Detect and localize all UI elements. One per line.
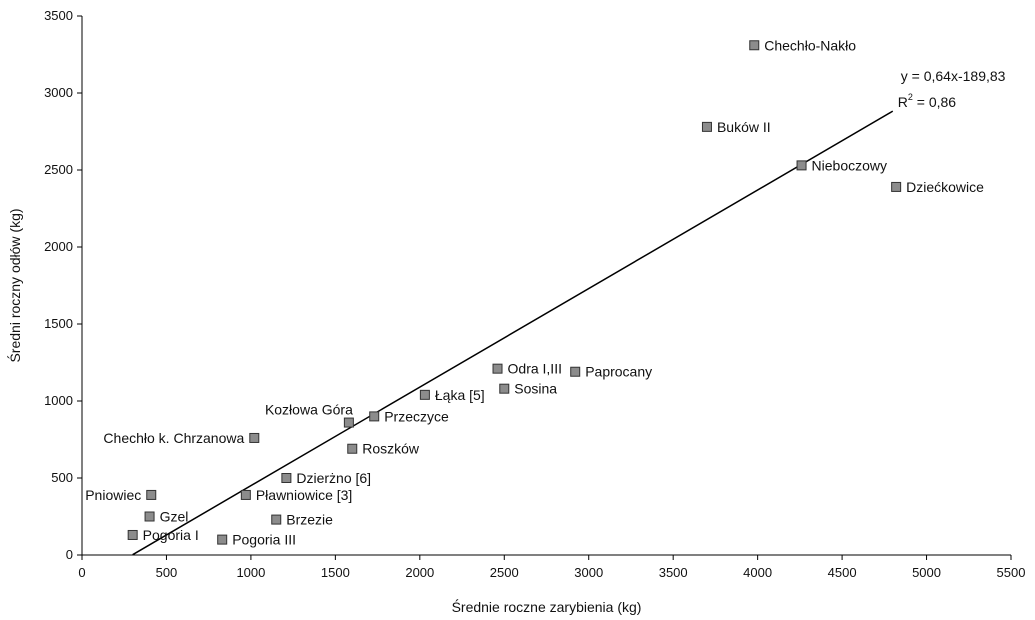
trendline [132, 110, 894, 556]
x-tick-label: 1000 [236, 565, 265, 580]
x-tick-label: 4000 [743, 565, 772, 580]
y-tick-label: 3500 [44, 8, 73, 23]
data-point-marker [249, 432, 260, 443]
x-tick-label: 2000 [405, 565, 434, 580]
data-point-marker [369, 411, 380, 422]
data-point-marker [499, 383, 510, 394]
x-tick-label: 5500 [997, 565, 1026, 580]
axes: 0 500 1000 1500 2000 2500 3000 3500 0 500 1000 1500… [44, 8, 1025, 580]
data-points: Chechło-Nakło Buków II Nieboczowy Dziećkowi… [85, 37, 984, 547]
data-point-marker [749, 40, 760, 51]
r-squared-label: R2 = 0,86 [898, 92, 957, 110]
y-tick-label: 500 [51, 470, 73, 485]
data-point-marker [343, 417, 354, 428]
x-tick-label: 500 [156, 565, 178, 580]
x-axis-title: Średnie roczne zarybienia (kg) [452, 598, 642, 615]
data-point-marker [701, 121, 712, 132]
data-point-label: Buków II [717, 119, 771, 135]
data-point-marker [492, 363, 503, 374]
r-squared-value: = 0,86 [913, 94, 956, 110]
y-tick-label: 2500 [44, 162, 73, 177]
data-point-label: Łąka [5] [435, 387, 485, 403]
data-point-marker [281, 473, 292, 483]
data-point-label: Sosina [514, 381, 557, 397]
data-point-marker [347, 443, 358, 454]
data-point-marker [127, 529, 138, 540]
data-point-label: Chechło-Nakło [764, 37, 856, 53]
data-point-label: Przeczyce [384, 408, 449, 424]
x-tick-label: 3500 [659, 565, 688, 580]
data-point-marker [796, 160, 807, 171]
x-tick-label: 0 [78, 565, 85, 580]
x-tick-label: 1500 [321, 565, 350, 580]
y-tick-label: 3000 [44, 85, 73, 100]
data-point-label: Pniowiec [85, 487, 141, 503]
data-point-label: Dzierżno [6] [296, 470, 371, 486]
data-point-marker [419, 389, 430, 400]
y-tick-label: 0 [66, 547, 73, 562]
data-point-label: Kozłowa Góra [265, 402, 353, 418]
data-point-label: Pogoria III [232, 532, 296, 548]
y-tick-label: 1500 [44, 316, 73, 331]
data-point-label: Dziećkowice [906, 179, 984, 195]
data-point-marker [891, 181, 902, 192]
trendline-equation: y = 0,64x-189,83 [901, 68, 1006, 84]
y-tick-label: 2000 [44, 239, 73, 254]
data-point-label: Pogoria I [143, 527, 199, 543]
x-tick-label: 5000 [912, 565, 941, 580]
data-point-marker [217, 534, 228, 545]
x-tick-label: 2500 [490, 565, 519, 580]
data-point-label: Brzezie [286, 512, 333, 528]
data-point-marker [144, 511, 155, 522]
y-axis-title: Średni roczny odłów (kg) [6, 208, 23, 362]
data-point-marker [146, 489, 157, 500]
data-point-marker [240, 489, 251, 500]
trendline-group [132, 110, 894, 556]
data-point-marker [271, 514, 282, 525]
data-point-label: Paprocany [585, 364, 652, 380]
data-point-label: Nieboczowy [812, 157, 887, 173]
x-tick-label: 3000 [574, 565, 603, 580]
data-point-label: Pławniowice [3] [256, 487, 352, 503]
data-point-label: Roszków [362, 441, 420, 457]
data-point-label: Gzel [160, 509, 189, 525]
r-squared-prefix: R [898, 94, 908, 110]
r-squared-superscript: 2 [908, 92, 913, 102]
data-point-marker [570, 366, 581, 377]
data-point-label: Odra I,III [508, 361, 562, 377]
y-tick-label: 1000 [44, 393, 73, 408]
x-tick-label: 4500 [828, 565, 857, 580]
data-point-label: Chechło k. Chrzanowa [103, 430, 244, 446]
